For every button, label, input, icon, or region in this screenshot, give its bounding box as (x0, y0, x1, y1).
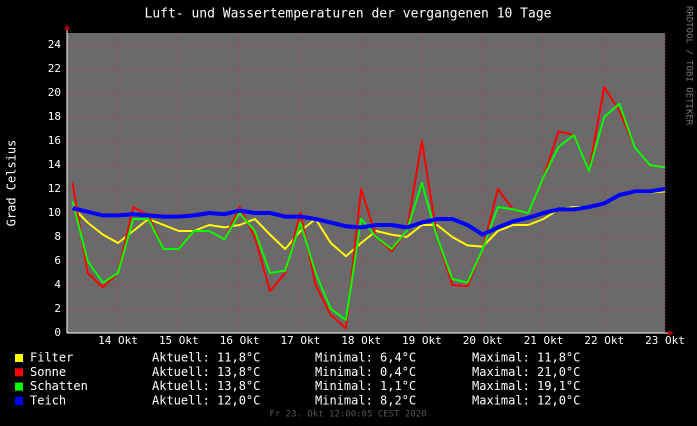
y-tick-label: 8 (54, 230, 61, 243)
legend-stat: Aktuell: 12,0°C (152, 393, 260, 407)
legend-name: Sonne (30, 365, 66, 379)
legend-stat: Aktuell: 11,8°C (152, 351, 260, 365)
y-tick-label: 16 (48, 134, 61, 147)
x-tick-label: 14 Okt (98, 334, 138, 347)
legend-name: Filter (30, 351, 73, 365)
y-tick-label: 10 (48, 206, 61, 219)
legend-stat: Aktuell: 13,8°C (152, 379, 260, 393)
legend-name: Teich (30, 393, 66, 407)
x-axis-arrow (668, 330, 674, 336)
y-tick-label: 18 (48, 110, 61, 123)
legend-stat: Aktuell: 13,8°C (152, 365, 260, 379)
y-tick-label: 2 (54, 302, 61, 315)
y-tick-label: 6 (54, 254, 61, 267)
legend-stat: Minimal: 1,1°C (315, 379, 416, 393)
x-tick-label: 20 Okt (463, 334, 503, 347)
legend-stat: Minimal: 6,4°C (315, 351, 416, 365)
y-tick-label: 4 (54, 278, 61, 291)
chart-title: Luft- und Wassertemperaturen der vergang… (145, 7, 552, 22)
legend-swatch (15, 396, 23, 405)
legend-stat: Minimal: 0,4°C (315, 365, 416, 379)
y-tick-label: 0 (54, 326, 61, 339)
x-tick-label: 18 Okt (341, 334, 381, 347)
legend-stat: Maximal: 21,0°C (472, 365, 580, 379)
y-tick-label: 20 (48, 86, 61, 99)
x-tick-label: 16 Okt (220, 334, 260, 347)
watermark: RRDTOOL / TOBI OETIKER (684, 6, 694, 126)
legend-swatch (15, 368, 23, 377)
plot-area (67, 33, 665, 333)
y-tick-label: 24 (48, 38, 62, 51)
legend-swatch (15, 354, 23, 362)
x-tick-label: 21 Okt (524, 334, 564, 347)
legend-stat: Maximal: 12,0°C (472, 393, 580, 407)
legend-swatch (15, 382, 23, 391)
line-series (72, 187, 666, 237)
y-tick-label: 12 (48, 182, 61, 195)
y-axis-label: Grad Celsius (5, 140, 19, 227)
footer: Fr 23. Okt 12:00:05 CEST 2020 (269, 410, 426, 420)
x-tick-label: 15 Okt (159, 334, 199, 347)
x-tick-label: 23 Okt (645, 334, 685, 347)
y-axis-arrow (64, 24, 70, 30)
legend-stat: Minimal: 8,2°C (315, 393, 416, 407)
x-tick-label: 19 Okt (402, 334, 442, 347)
legend-stat: Maximal: 19,1°C (472, 379, 580, 393)
legend-name: Schatten (30, 379, 88, 393)
y-tick-label: 14 (48, 158, 62, 171)
x-tick-label: 22 Okt (584, 334, 624, 347)
legend-stat: Maximal: 11,8°C (472, 351, 580, 365)
y-tick-label: 22 (48, 62, 61, 75)
x-tick-label: 17 Okt (280, 334, 320, 347)
